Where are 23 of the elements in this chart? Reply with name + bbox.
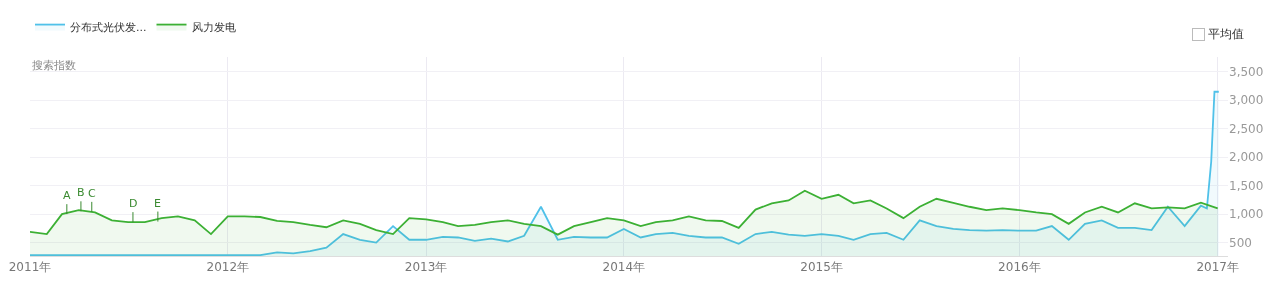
annotation: C: [88, 187, 96, 200]
annotation: D: [129, 197, 138, 210]
x-tick-label: 2011年: [8, 260, 52, 275]
annotation: B: [77, 186, 85, 199]
x-tick-label: 2012年: [206, 260, 250, 275]
legend-label: 风力发电: [191, 20, 236, 34]
x-tick-label: 2014年: [602, 260, 646, 275]
y-tick-label: 3,000: [1229, 93, 1264, 108]
x-tick-label: 2016年: [998, 260, 1041, 275]
text: 平均值: [1208, 26, 1244, 43]
y-tick-label: 1,500: [1229, 178, 1264, 193]
x-tick-label: 2017年: [1196, 260, 1239, 275]
y-tick-label: 3,500: [1229, 65, 1264, 79]
y-tick-label: 500: [1229, 235, 1252, 250]
x-tick-label: 2013年: [404, 260, 448, 275]
annotation: E: [154, 197, 161, 210]
y-tick-label: 2,500: [1229, 121, 1264, 136]
y-tick-label: 1,000: [1229, 207, 1264, 222]
y-tick-label: 2,000: [1229, 150, 1264, 165]
legend-label: 分布式光伏发...: [70, 20, 147, 34]
y-axis-title: 搜索指数: [32, 59, 76, 72]
x-tick-label: 2015年: [800, 260, 843, 275]
annotation: A: [63, 189, 71, 202]
